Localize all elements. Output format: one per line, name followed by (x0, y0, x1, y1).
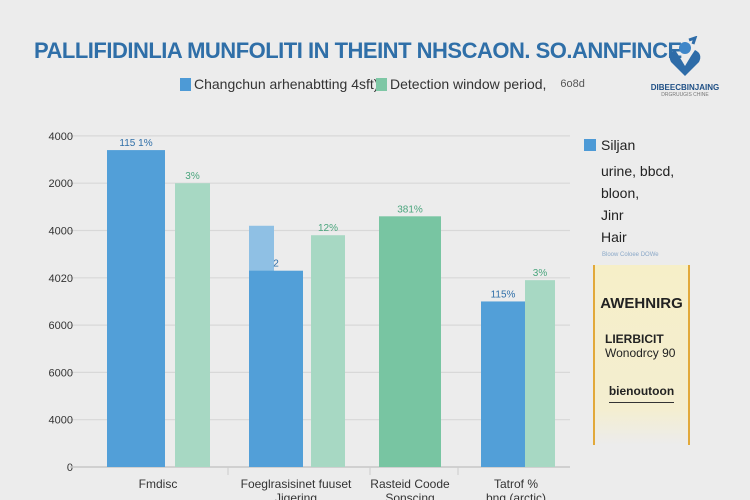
y-tick-label: 4020 (49, 273, 73, 285)
y-tick-label: 6000 (49, 367, 73, 379)
legend-item-1: Changchun arhenabtting 4sft) (180, 76, 378, 92)
legend-label: Detection window period, (390, 76, 547, 92)
legend-label: Changchun arhenabtting 4sft) (194, 76, 379, 92)
side-legend-marker (584, 139, 596, 151)
x-tick-label: Fmdisc (139, 477, 178, 491)
y-tick-label: 0 (67, 462, 73, 474)
bar (379, 216, 441, 467)
logo-emblem-icon (669, 35, 701, 76)
warning-box: AWEHNIRG LIERBICIT Wonodrcy 90 bienoutoo… (593, 265, 690, 445)
warning-footer: bienoutoon (608, 384, 675, 403)
bar (249, 270, 303, 467)
x-tick-label: Tatrof % (494, 477, 538, 491)
legend-item-2: Detection window period, 6o8d (376, 76, 585, 92)
bar (481, 301, 525, 467)
warning-line-2: Wonodrcy 90 (605, 346, 676, 360)
bar (525, 280, 555, 467)
data-label: 3% (185, 171, 200, 182)
side-legend-faint: Bloow Coloee DOWe (602, 252, 659, 258)
data-label: 3% (533, 268, 548, 279)
data-label: 12% (318, 223, 338, 234)
side-legend-item: bloon, (601, 185, 640, 201)
x-tick-label: bng (arctic) (486, 491, 546, 500)
chart-title: PALLIFIDINLIA MUNFOLITI IN THEINT NHSCAO… (34, 38, 682, 63)
warning-line-1: LIERBICIT (605, 332, 664, 346)
y-tick-label: 4000 (49, 226, 73, 238)
bar (107, 150, 165, 467)
x-tick-label: Foeglrasisinet fuuset (241, 477, 352, 491)
side-legend-item: urine, bbcd, (601, 163, 675, 179)
side-legend-item: Siljan (601, 137, 636, 153)
bar (175, 183, 210, 467)
data-label: 2 (273, 259, 279, 270)
legend-swatch-green (376, 77, 387, 91)
y-tick-label: 4000 (49, 131, 73, 143)
data-label: 115 1% (119, 138, 152, 149)
data-label: 115% (491, 289, 516, 300)
logo-name: DIBEECBINJAING (650, 83, 720, 92)
y-tick-label: 4000 (49, 415, 73, 427)
legend-swatch-blue (180, 77, 191, 91)
warning-title: AWEHNIRG (600, 295, 683, 312)
bar (311, 235, 345, 467)
logo-subtitle: DRGRUUGIS CHINE (661, 92, 709, 98)
legend-extra: 6o8d (560, 78, 585, 90)
side-legend-item: Hair (601, 229, 627, 245)
x-tick-label: Rasteid Coode (370, 477, 450, 491)
x-tick-label: Sonscing (385, 491, 434, 500)
side-legend-item: Jinr (601, 207, 624, 223)
y-tick-label: 2000 (49, 178, 73, 190)
x-tick-label: Jigering (275, 491, 317, 500)
logo: DIBEECBINJAING DRGRUUGIS CHINE (650, 35, 720, 98)
y-tick-label: 6000 (49, 320, 73, 332)
data-label: 381% (397, 204, 423, 215)
